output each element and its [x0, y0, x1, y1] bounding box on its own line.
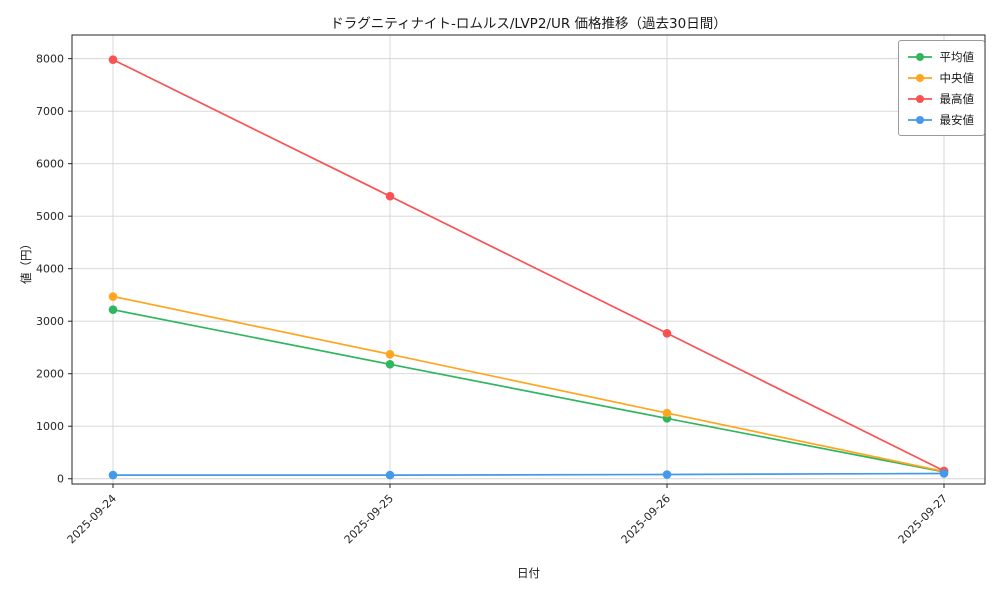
y-tick-label: 1000	[36, 420, 64, 433]
series-max-marker	[108, 55, 118, 64]
series-average-marker	[108, 305, 118, 314]
series-median-marker	[385, 349, 395, 359]
y-tick-label: 8000	[36, 53, 64, 66]
x-axis-label: 日付	[517, 566, 540, 580]
legend-item-average: 平均値	[906, 46, 975, 67]
legend-item-max: 最高値	[906, 88, 975, 109]
legend: 平均値中央値最高値最安値	[897, 40, 985, 136]
series-min-marker	[108, 470, 118, 480]
legend-label-average: 平均値	[939, 49, 975, 64]
y-tick-label: 3000	[36, 315, 64, 328]
legend-label-median: 中央値	[939, 70, 975, 85]
chart-title: ドラグニティナイト-ロムルス/LVP2/UR 価格推移（過去30日間）	[330, 16, 727, 32]
x-tick-label: 2025-09-27	[896, 492, 950, 546]
legend-swatch-min	[907, 115, 932, 124]
series-median-marker	[662, 408, 672, 418]
legend-marker	[915, 52, 924, 61]
y-tick-label: 5000	[36, 210, 64, 223]
y-tick-label: 4000	[36, 263, 64, 276]
y-tick-label: 7000	[36, 105, 64, 118]
x-tick-label: 2025-09-25	[342, 492, 396, 546]
series-min-marker	[662, 470, 672, 479]
series-average-line	[112, 308, 945, 473]
legend-swatch-average	[907, 52, 932, 61]
series-min-marker	[385, 470, 395, 480]
legend-marker	[915, 73, 924, 82]
series-min-line	[112, 472, 945, 476]
legend-marker	[915, 115, 924, 124]
series-median-line	[112, 295, 945, 473]
series-max-marker	[385, 191, 395, 201]
legend-label-min: 最安値	[939, 112, 975, 127]
legend-label-max: 最高値	[939, 91, 975, 106]
y-tick-label: 0	[57, 473, 64, 486]
y-axis-label: 値（円）	[19, 238, 33, 284]
x-tick-label: 2025-09-26	[619, 492, 673, 546]
y-tick-label: 2000	[36, 368, 64, 381]
series-min-marker	[939, 469, 949, 478]
legend-swatch-max	[907, 94, 932, 103]
plot-area-border	[71, 34, 986, 485]
series-average-marker	[385, 359, 395, 369]
y-tick-label: 6000	[36, 158, 64, 171]
legend-swatch-median	[907, 73, 932, 82]
series-median-marker	[108, 292, 118, 301]
legend-marker	[915, 94, 924, 103]
legend-item-median: 中央値	[906, 67, 975, 88]
series-max-line	[112, 58, 945, 472]
series-max-marker	[662, 328, 672, 338]
x-tick-label: 2025-09-24	[65, 492, 119, 546]
legend-item-min: 最安値	[906, 109, 975, 130]
